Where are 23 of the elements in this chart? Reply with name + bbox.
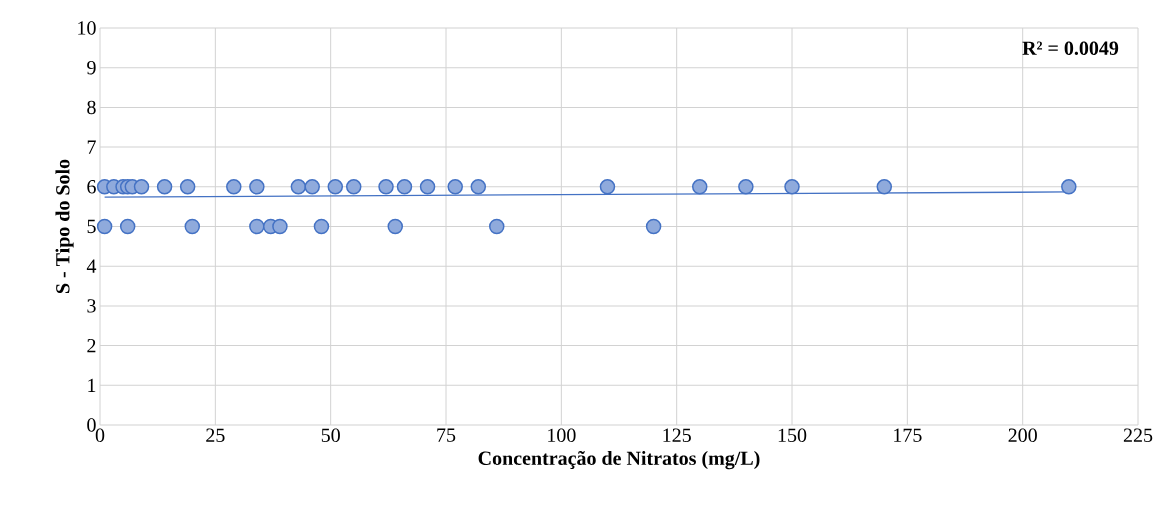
y-tick-label: 9 bbox=[87, 60, 96, 75]
x-tick-label: 225 bbox=[1123, 428, 1153, 442]
x-tick-label: 125 bbox=[663, 428, 691, 442]
x-tick-label: 50 bbox=[321, 428, 340, 443]
y-axis-title: S - Tipo do Solo bbox=[55, 159, 74, 294]
x-tick-label: 25 bbox=[206, 428, 225, 442]
y-tick-label: 7 bbox=[87, 140, 96, 154]
annotation: R² = 0.0049 bbox=[1022, 41, 1119, 56]
x-tick-label: 100 bbox=[548, 428, 576, 443]
y-tick-label: 5 bbox=[87, 219, 96, 234]
y-tick-label: 2 bbox=[87, 338, 96, 353]
y-tick-label: 1 bbox=[88, 378, 96, 392]
x-tick-label: 200 bbox=[1008, 428, 1037, 443]
x-axis-title: Concentração de Nitratos (mg/L) bbox=[478, 450, 760, 470]
y-tick-label: 8 bbox=[87, 100, 96, 115]
y-tick-label: 6 bbox=[87, 180, 96, 194]
y-tick-label: 10 bbox=[78, 21, 96, 35]
x-tick-label: 175 bbox=[894, 428, 922, 442]
y-tick-label: 0 bbox=[87, 418, 96, 432]
y-tick-label: 4 bbox=[86, 259, 97, 273]
x-tick-label: 150 bbox=[778, 428, 807, 443]
x-tick-label: 75 bbox=[437, 428, 456, 442]
y-tick-label: 3 bbox=[87, 299, 96, 313]
